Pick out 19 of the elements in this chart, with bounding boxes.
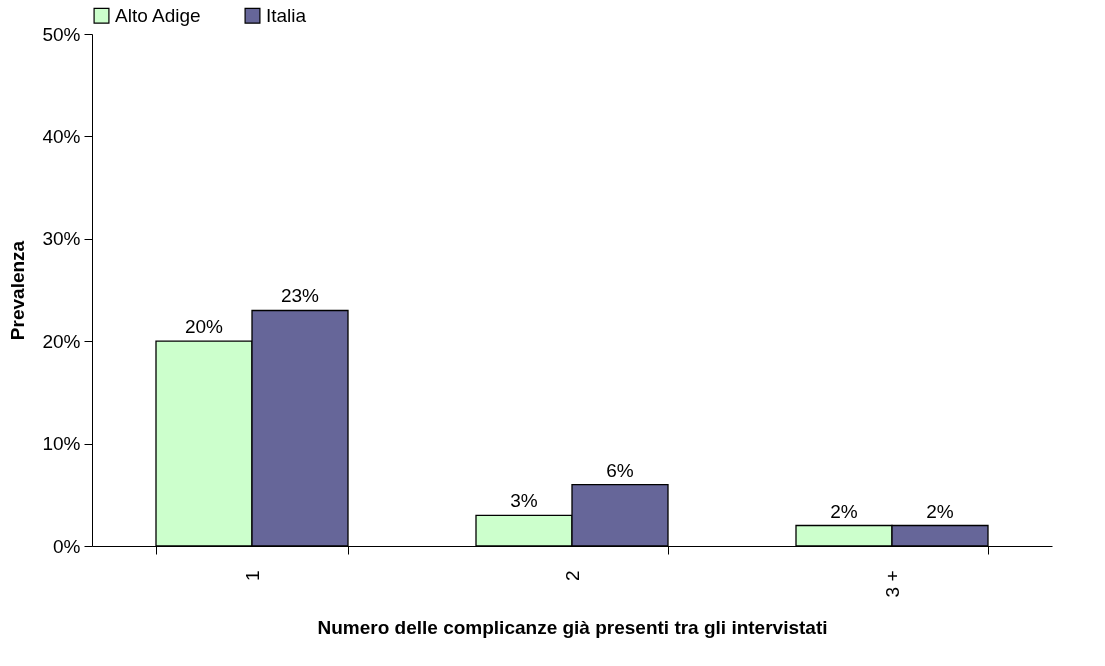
legend-label: Italia bbox=[266, 4, 307, 26]
data-label: 23% bbox=[280, 285, 320, 307]
data-label: 6% bbox=[606, 459, 634, 481]
data-label: 2% bbox=[926, 500, 954, 522]
x-tick-label: 1 bbox=[241, 570, 263, 582]
x-tick-label: 3 + bbox=[881, 570, 903, 598]
y-tick-label: 10% bbox=[42, 433, 81, 455]
y-tick-label: 20% bbox=[42, 330, 81, 352]
data-label: 3% bbox=[510, 490, 538, 512]
y-tick-label: 0% bbox=[53, 535, 81, 557]
data-label: 20% bbox=[184, 316, 224, 338]
data-label: 2% bbox=[830, 500, 858, 522]
y-tick-label: 30% bbox=[42, 228, 81, 250]
x-axis-title: Numero delle complicanze già presenti tra gli intervistati bbox=[317, 617, 828, 639]
x-tick-label: 2 bbox=[561, 570, 583, 582]
legend-label: Alto Adige bbox=[115, 4, 201, 26]
y-axis-title: Prevalenza bbox=[7, 240, 29, 341]
y-tick-label: 50% bbox=[42, 23, 81, 45]
y-tick-label: 40% bbox=[42, 125, 81, 147]
